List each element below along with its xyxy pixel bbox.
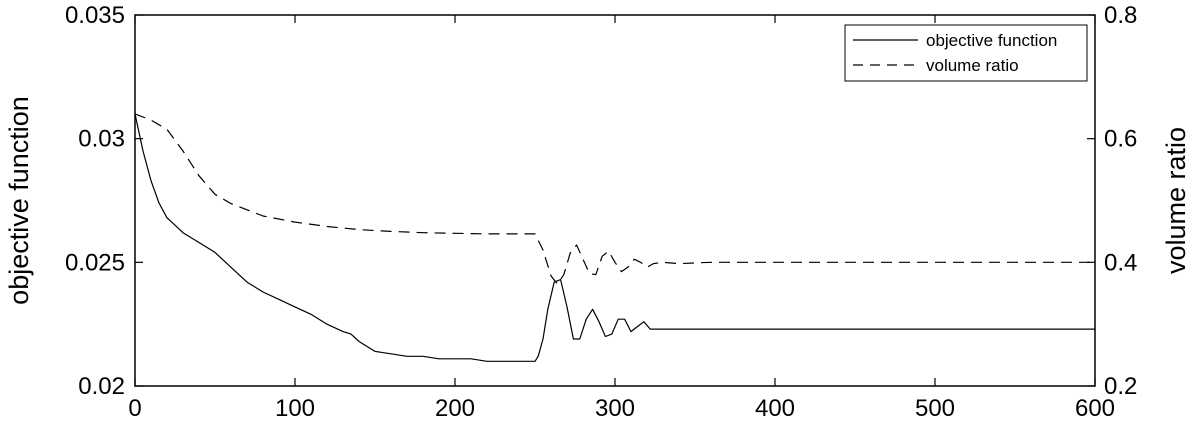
legend-label-objective-function: objective function: [926, 31, 1057, 50]
y-right-tick-label: 0.2: [1104, 373, 1137, 400]
x-tick-label: 100: [275, 395, 315, 422]
x-tick-label: 600: [1075, 395, 1115, 422]
y-left-tick-label: 0.02: [78, 373, 125, 400]
series-line-objective-function: [134, 113, 1095, 362]
y-right-tick-label: 0.8: [1104, 2, 1137, 29]
legend-label-volume-ratio: volume ratio: [926, 56, 1019, 75]
x-tick-label: 500: [915, 395, 955, 422]
y-left-tick-label: 0.03: [78, 126, 125, 153]
y-left-tick-label: 0.025: [65, 249, 125, 276]
x-tick-label: 300: [595, 395, 635, 422]
legend: objective function volume ratio: [844, 24, 1088, 82]
y-right-tick-label: 0.6: [1104, 126, 1137, 153]
y-right-tick-label: 0.4: [1104, 249, 1137, 276]
left-axis-title: objective function: [4, 96, 34, 305]
ticks-layer: 0 100 200 300 400 500 600 0.02 0.025 0.03 0.035 0.2…: [65, 2, 1137, 422]
y-left-tick-label: 0.035: [65, 2, 125, 29]
x-tick-label: 400: [755, 395, 795, 422]
series-layer: [134, 113, 1095, 362]
series-line-volume-ratio: [134, 113, 1095, 285]
x-tick-label: 0: [128, 395, 141, 422]
plot-frame: [134, 14, 1096, 387]
right-axis-title: volume ratio: [1161, 127, 1191, 274]
x-tick-label: 200: [435, 395, 475, 422]
legend-box: [844, 24, 1088, 82]
